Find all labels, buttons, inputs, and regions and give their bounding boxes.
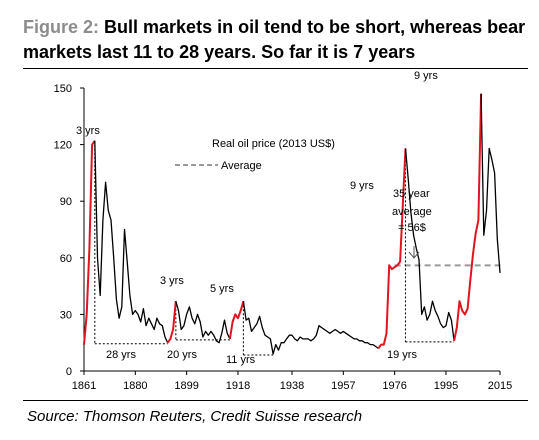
legend-average-label: Average xyxy=(221,160,262,172)
annotation-bull-1998: 9 yrs xyxy=(414,70,438,82)
annotation-bear-1920: 11 yrs xyxy=(226,354,256,366)
x-tick-label: 1880 xyxy=(123,380,147,392)
figure-label: Figure 2: xyxy=(23,17,100,37)
x-tick-label: 1995 xyxy=(434,380,458,392)
bear-market-segment xyxy=(480,93,501,273)
annotation-bear-1895: 20 yrs xyxy=(167,349,197,361)
x-ticks: 1861 1880 1899 1918 1938 1957 1976 1995 2015 xyxy=(72,371,512,392)
x-tick-label: 1861 xyxy=(72,380,96,392)
bear-market-segment xyxy=(242,301,379,355)
source-note: Source: Thomson Reuters, Credit Suisse r… xyxy=(27,408,363,425)
x-tick-label: 1938 xyxy=(280,380,304,392)
bear-market-segment xyxy=(94,140,169,343)
y-tick-label: 30 xyxy=(60,309,72,321)
arrow-marker xyxy=(408,246,420,259)
bull-market-segment xyxy=(228,300,245,340)
bear-market-segment xyxy=(175,301,231,344)
bull-market-segment xyxy=(453,93,483,342)
annotation-bull-1861: 3 yrs xyxy=(76,125,100,137)
figure-title: Figure 2: Bull markets in oil tend to be… xyxy=(23,15,528,65)
annotation-bear-1980: 19 yrs xyxy=(387,349,417,361)
bull-market-segment xyxy=(166,301,177,344)
average-note-line-2: average xyxy=(392,206,432,218)
y-tick-label: 0 xyxy=(66,366,72,378)
x-tick-label: 1918 xyxy=(226,380,250,392)
top-rule xyxy=(23,68,528,69)
x-tick-label: 1957 xyxy=(331,380,355,392)
arrow-head xyxy=(408,251,420,259)
annotation-bear-1865: 28 yrs xyxy=(106,349,136,361)
bottom-rule xyxy=(23,400,528,401)
legend-price-label: Real oil price (2013 US$) xyxy=(212,138,335,150)
annotation-bull-1915: 5 yrs xyxy=(210,283,234,295)
annotation-bull-1892: 3 yrs xyxy=(160,275,184,287)
average-note-line-1: 35 year xyxy=(393,188,430,200)
y-ticks: 0 30 60 90 120 150 xyxy=(54,83,84,378)
annotation-bull-1970: 9 yrs xyxy=(350,180,374,192)
y-tick-label: 60 xyxy=(60,253,72,265)
bull-market-segment xyxy=(377,148,407,349)
average-note-line-3: = 56$ xyxy=(398,222,426,234)
x-tick-label: 1976 xyxy=(382,380,406,392)
legend: Real oil price (2013 US$) Average xyxy=(175,138,335,172)
x-tick-label: 2015 xyxy=(488,380,512,392)
y-tick-label: 120 xyxy=(54,140,72,152)
y-tick-label: 90 xyxy=(60,196,72,208)
price-series xyxy=(83,93,501,355)
y-tick-label: 150 xyxy=(54,83,72,95)
figure-title-text: Bull markets in oil tend to be short, wh… xyxy=(23,17,526,62)
x-tick-label: 1899 xyxy=(174,380,198,392)
bear-market-segment xyxy=(404,148,455,341)
annotations: 3 yrs 3 yrs 5 yrs 9 yrs 9 yrs 28 yrs 20 … xyxy=(76,70,438,366)
bull-market-segment xyxy=(83,140,96,345)
bear-market-brackets xyxy=(94,140,455,356)
